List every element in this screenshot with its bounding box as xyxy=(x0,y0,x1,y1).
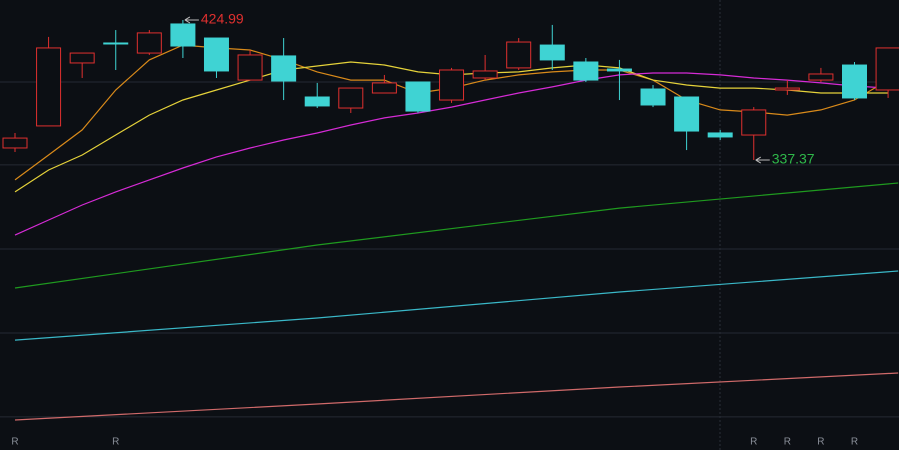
candle-body xyxy=(170,23,196,47)
candle-body xyxy=(237,54,263,81)
candle-body xyxy=(338,87,364,109)
candle-body xyxy=(606,68,632,72)
candle-body xyxy=(774,87,800,91)
annotation-arrowhead xyxy=(184,16,191,24)
ma-line xyxy=(14,270,899,341)
candle-body xyxy=(573,61,599,81)
candle-body xyxy=(136,32,162,54)
marker-label: R xyxy=(750,437,757,448)
candle-body xyxy=(103,42,129,45)
candle-body xyxy=(36,47,62,127)
candle-body xyxy=(674,96,700,132)
candle-body xyxy=(875,47,899,91)
candle-body xyxy=(439,69,465,101)
candle-body xyxy=(2,137,28,149)
marker-label: R xyxy=(817,437,824,448)
candle-body xyxy=(304,96,330,107)
marker-label: R xyxy=(851,437,858,448)
ma-line xyxy=(14,372,899,421)
candle-body xyxy=(707,132,733,138)
candle-body xyxy=(371,82,397,94)
annotation-label: 337.37 xyxy=(772,151,815,167)
annotation-arrowhead xyxy=(755,156,762,164)
candle-body xyxy=(506,41,532,69)
candle-body xyxy=(203,37,229,72)
marker-label: R xyxy=(11,437,18,448)
candle-body xyxy=(271,55,297,82)
candle-body xyxy=(640,88,666,106)
marker-label: R xyxy=(112,437,119,448)
candle-body xyxy=(69,52,95,64)
annotation-label: 424.99 xyxy=(201,11,244,27)
candle-body xyxy=(808,73,834,81)
marker-label: R xyxy=(784,437,791,448)
candle-body xyxy=(842,64,867,99)
candle-body xyxy=(405,81,431,112)
ma-line xyxy=(14,182,899,289)
candle-body xyxy=(741,109,767,136)
candle-body xyxy=(539,44,565,61)
ma-line xyxy=(14,72,889,236)
candle-body xyxy=(472,70,498,79)
